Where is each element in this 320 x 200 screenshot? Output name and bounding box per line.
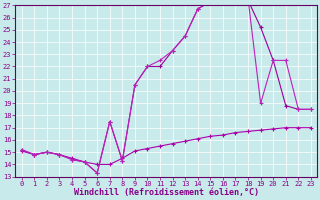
X-axis label: Windchill (Refroidissement éolien,°C): Windchill (Refroidissement éolien,°C)	[74, 188, 259, 197]
